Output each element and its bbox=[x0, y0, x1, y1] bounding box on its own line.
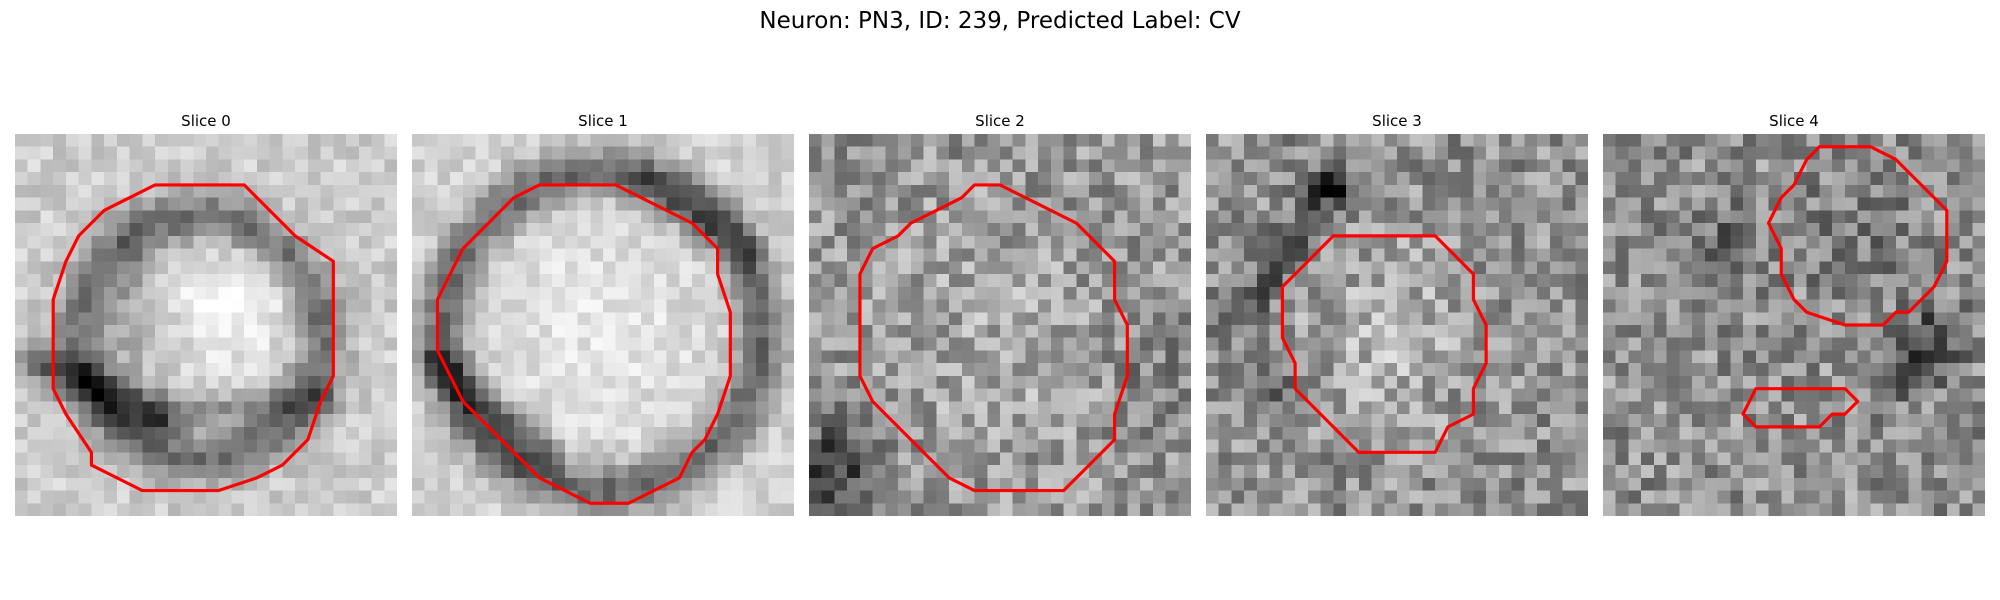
slice-image bbox=[1603, 134, 1985, 516]
segmentation-contour bbox=[435, 183, 732, 505]
slice-title: Slice 2 bbox=[975, 112, 1025, 130]
segmentation-contour bbox=[51, 183, 335, 493]
segmentation-contour bbox=[1741, 387, 1860, 429]
slice-title: Slice 4 bbox=[1769, 112, 1819, 130]
slice-image bbox=[1206, 134, 1588, 516]
slice-pixels bbox=[1206, 134, 1588, 516]
slice-title: Slice 1 bbox=[578, 112, 628, 130]
slice-panel-4: Slice 4 bbox=[1603, 108, 1985, 516]
slice-panel-3: Slice 3 bbox=[1206, 108, 1588, 516]
segmentation-contour bbox=[858, 183, 1129, 493]
slice-image bbox=[809, 134, 1191, 516]
slice-pixels bbox=[412, 134, 794, 516]
figure-title: Neuron: PN3, ID: 239, Predicted Label: C… bbox=[759, 8, 1241, 34]
slice-panel-1: Slice 1 bbox=[412, 108, 794, 516]
slice-image bbox=[412, 134, 794, 516]
segmentation-contour bbox=[1280, 234, 1488, 454]
slice-title: Slice 0 bbox=[181, 112, 231, 130]
segmentation-contour bbox=[1766, 145, 1949, 327]
slice-panel-2: Slice 2 bbox=[809, 108, 1191, 516]
slice-image bbox=[15, 134, 397, 516]
slice-pixels bbox=[809, 134, 1191, 516]
slice-panel-0: Slice 0 bbox=[15, 108, 397, 516]
slice-pixels bbox=[1603, 134, 1985, 516]
slice-title: Slice 3 bbox=[1372, 112, 1422, 130]
slice-pixels bbox=[15, 134, 397, 516]
